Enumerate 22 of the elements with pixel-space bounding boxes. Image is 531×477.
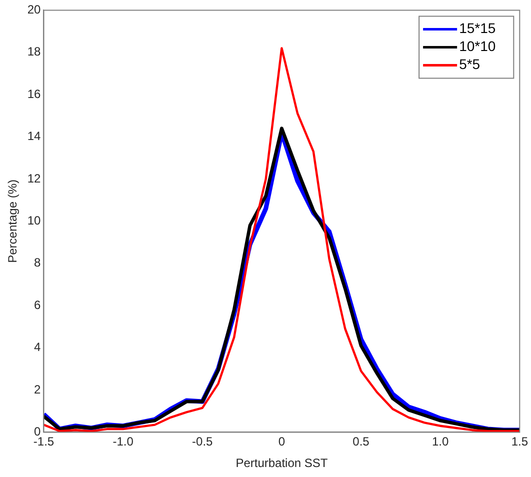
x-tick-label: -1.5 [33, 434, 54, 449]
y-tick-label: 4 [34, 340, 42, 354]
y-tick-label: 18 [27, 44, 42, 59]
x-tick-label: 1.5 [511, 434, 528, 449]
y-tick-label: 12 [27, 171, 42, 186]
y-tick-label: 20 [27, 2, 42, 17]
legend-label: 15*15 [459, 20, 496, 36]
x-tick-label: -0.5 [192, 434, 214, 449]
x-tick-label: 0 [278, 434, 286, 449]
y-tick-label: 16 [27, 86, 42, 101]
y-axis-title: Percentage (%) [6, 180, 20, 263]
y-tick-label: 8 [34, 256, 42, 270]
y-tick-label: 10 [27, 214, 42, 228]
x-tick-label: -1.0 [112, 434, 134, 449]
legend-label: 5*5 [459, 56, 480, 72]
x-tick-label: 1.0 [432, 434, 450, 449]
x-tick-label: 0.5 [352, 434, 370, 449]
x-axis-title: Perturbation SST [236, 456, 328, 470]
legend-label: 10*10 [459, 38, 496, 54]
y-tick-label: 6 [34, 298, 42, 312]
y-tick-label: 14 [27, 129, 42, 144]
y-tick-label: 2 [34, 382, 42, 396]
